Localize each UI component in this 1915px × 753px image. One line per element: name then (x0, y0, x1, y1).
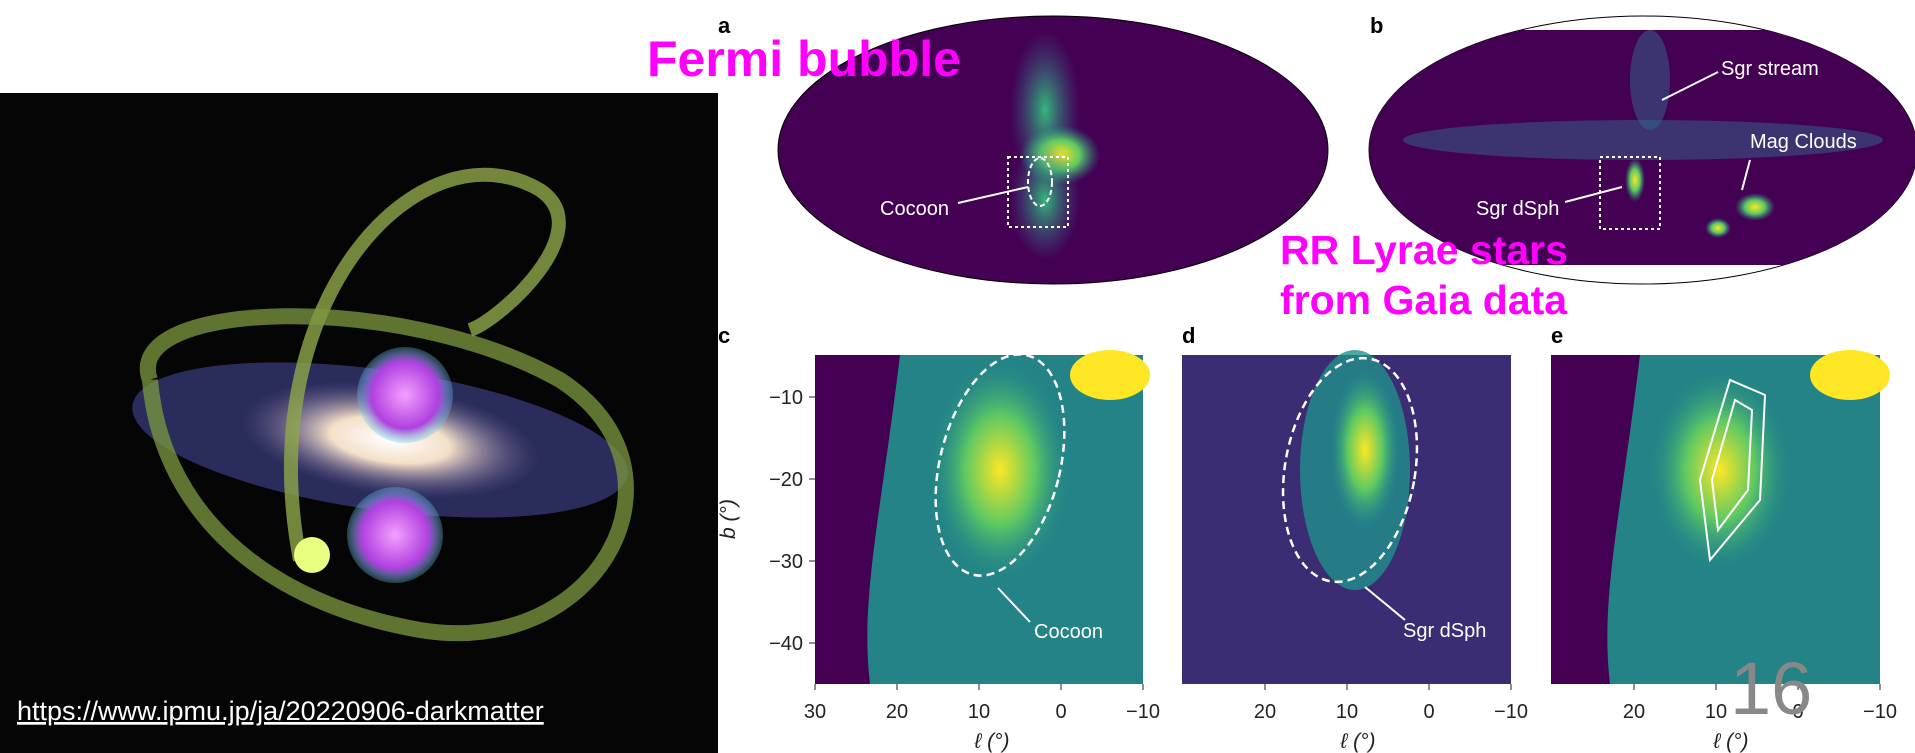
heatmap-c (815, 350, 1150, 684)
x-tick-label: 10 (968, 701, 990, 723)
x-tick-label: 20 (1623, 701, 1645, 723)
x-tick-label: 20 (886, 701, 908, 723)
map-a (777, 15, 1329, 285)
annotation: Sgr dSph (1403, 620, 1486, 642)
x-tick-label: 0 (1055, 701, 1066, 723)
annotation: Cocoon (1034, 621, 1103, 643)
x-tick-label: 10 (1336, 701, 1358, 723)
panel-label: c (718, 323, 730, 348)
y-tick-label: −30 (769, 551, 803, 573)
panel-label: e (1551, 323, 1563, 348)
heatmap-d (1182, 350, 1511, 684)
annotation: Mag Clouds (1750, 131, 1857, 153)
galaxy-image (0, 93, 718, 753)
x-tick-label: −10 (1863, 701, 1897, 723)
rr-lyrae-label: RR Lyrae stars (1280, 227, 1568, 273)
annotation: Sgr dSph (1476, 198, 1559, 220)
y-tick-label: −10 (769, 387, 803, 409)
map-b (1368, 15, 1915, 285)
x-tick-label: 0 (1423, 701, 1434, 723)
fermi-label: Fermi bubble (647, 31, 961, 87)
x-tick-label: 20 (1254, 701, 1276, 723)
x-axis-label: ℓ (°) (973, 730, 1009, 753)
page-number: 16 (1730, 647, 1812, 730)
x-tick-label: −10 (1126, 701, 1160, 723)
y-tick-label: −40 (769, 633, 803, 655)
ticks: −10 −20 −30 −40 30 20 10 0 −10 20 10 0 −10 20 10 0 −10 (769, 387, 1897, 723)
x-tick-label: −10 (1494, 701, 1528, 723)
panel-label: d (1182, 323, 1195, 348)
source-url[interactable]: https://www.ipmu.jp/ja/20220906-darkmatt… (17, 696, 544, 726)
panel-label: b (1370, 13, 1383, 38)
x-axis-label: ℓ (°) (1712, 730, 1748, 753)
annotation: Cocoon (880, 198, 949, 220)
y-tick-label: −20 (769, 469, 803, 491)
heatmap-e (1551, 350, 1890, 684)
rr-lyrae-label: from Gaia data (1280, 277, 1568, 323)
x-axis-label: ℓ (°) (1339, 730, 1375, 753)
x-tick-label: 10 (1705, 701, 1727, 723)
y-axis-label: b (°) (717, 499, 740, 539)
x-tick-label: 30 (804, 701, 826, 723)
x-tick-label: 0 (1792, 701, 1803, 723)
annotation: Sgr stream (1721, 58, 1819, 80)
panel-label: a (718, 13, 731, 38)
